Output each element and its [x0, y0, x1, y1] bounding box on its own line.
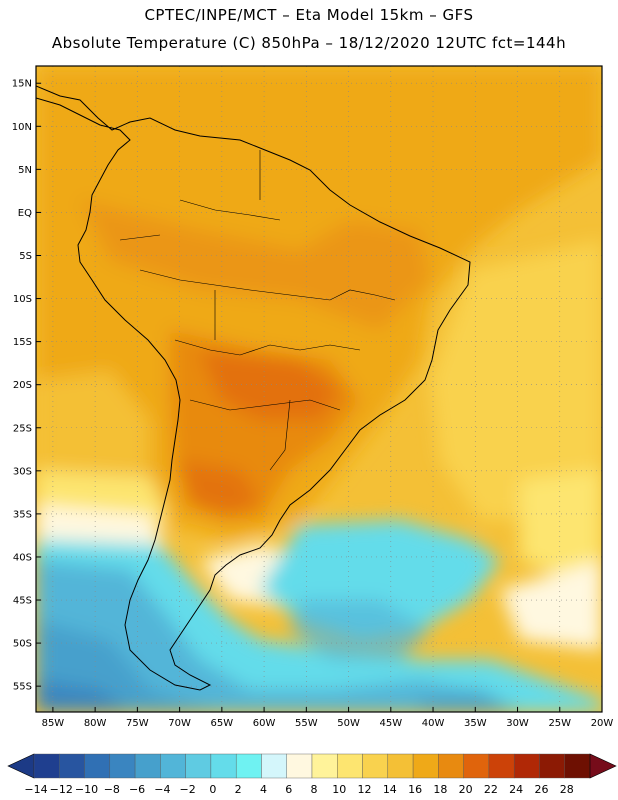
colorbar-label: 0	[209, 783, 216, 796]
colorbar-label: −10	[75, 783, 98, 796]
colorbar-swatch	[387, 753, 414, 779]
colorbar-label: 16	[408, 783, 422, 796]
colorbar-swatch	[337, 753, 363, 779]
colorbar: −14 −12 −10 −8 −6 −4 −2 0 2 4 6 8 10 12 14 16 18 20 22 24 26…	[7, 753, 617, 796]
colorbar-swatch	[109, 753, 136, 779]
lat-label: 20S	[13, 380, 32, 391]
coastlines	[36, 85, 471, 691]
colorbar-swatch	[311, 753, 338, 779]
colorbar-swatch	[84, 753, 111, 779]
colorbar-swatch	[210, 753, 237, 779]
colorbar-label: −14	[24, 783, 47, 796]
latitude-labels: 15N 10N 5N EQ 5S 10S 15S 20S 25S 30S 35S 40S 45S 50S 5…	[12, 79, 41, 693]
lat-label: 15N	[12, 79, 32, 90]
lat-label: 55S	[13, 682, 32, 693]
lon-label: 20W	[591, 718, 614, 729]
colorbar-swatch	[488, 753, 515, 779]
lon-label: 55W	[295, 718, 318, 729]
colorbar-swatch	[539, 753, 565, 779]
lon-label: 30W	[506, 718, 529, 729]
colorbar-swatch	[235, 753, 262, 779]
colorbar-swatch	[564, 753, 591, 779]
colorbar-label: 28	[560, 783, 574, 796]
colorbar-swatch	[33, 753, 60, 779]
colorbar-label: 24	[509, 783, 523, 796]
lat-label: EQ	[18, 208, 32, 219]
lon-label: 45W	[379, 718, 402, 729]
colorbar-label: −6	[129, 783, 145, 796]
lat-label: 50S	[13, 639, 32, 650]
lat-label: 5S	[19, 251, 32, 262]
lon-label: 35W	[464, 718, 487, 729]
colorbar-label: 2	[235, 783, 242, 796]
lon-label: 25W	[548, 718, 571, 729]
colorbar-label: 8	[311, 783, 318, 796]
colorbar-label: 6	[285, 783, 292, 796]
temperature-field	[36, 66, 602, 712]
colorbar-label: 26	[534, 783, 548, 796]
colorbar-label: −8	[104, 783, 120, 796]
colorbar-label: 18	[433, 783, 447, 796]
colorbar-swatch	[412, 753, 439, 779]
colorbar-label: 22	[484, 783, 498, 796]
colorbar-label: −2	[180, 783, 196, 796]
lon-label: 50W	[337, 718, 360, 729]
colorbar-label: 12	[358, 783, 372, 796]
lon-label: 40W	[422, 718, 445, 729]
colorbar-label: 14	[383, 783, 397, 796]
colorbar-swatch	[463, 753, 490, 779]
colorbar-swatch	[362, 753, 389, 779]
colorbar-swatch	[286, 753, 313, 779]
colorbar-label: 20	[459, 783, 473, 796]
lat-label: 35S	[13, 509, 32, 520]
country-borders	[119, 150, 396, 471]
lat-label: 25S	[13, 423, 32, 434]
lon-label: 70W	[168, 718, 191, 729]
colorbar-swatch	[134, 753, 161, 779]
colorbar-high-arrow	[589, 753, 617, 779]
lon-label: 85W	[42, 718, 65, 729]
colorbar-swatch	[160, 753, 186, 779]
colorbar-label: −4	[154, 783, 170, 796]
colorbar-swatch	[261, 753, 287, 779]
colorbar-label: 4	[260, 783, 267, 796]
lat-label: 10S	[13, 294, 32, 305]
colorbar-low-arrow	[7, 753, 35, 779]
colorbar-swatch	[513, 753, 540, 779]
title-line-1: CPTEC/INPE/MCT – Eta Model 15km – GFS	[144, 6, 474, 24]
map-frame	[35, 65, 603, 713]
lat-label: 45S	[13, 596, 32, 607]
lat-label: 40S	[13, 552, 32, 563]
lat-label: 15S	[13, 337, 32, 348]
colorbar-swatch	[185, 753, 212, 779]
colorbar-label: 10	[332, 783, 346, 796]
lat-label: 5N	[18, 165, 32, 176]
title-line-2: Absolute Temperature (C) 850hPa – 18/12/…	[51, 34, 567, 52]
lat-label: 30S	[13, 466, 32, 477]
lat-label: 10N	[12, 122, 32, 133]
longitude-labels: 85W 80W 75W 70W 65W 60W 55W 50W 45W 40W 35W 30W 25W 2…	[42, 707, 614, 729]
lon-label: 75W	[126, 718, 149, 729]
lon-label: 80W	[84, 718, 107, 729]
colorbar-swatch	[59, 753, 85, 779]
colorbar-swatch	[438, 753, 464, 779]
lon-label: 65W	[211, 718, 234, 729]
lon-label: 60W	[253, 718, 276, 729]
colorbar-label: −12	[50, 783, 73, 796]
